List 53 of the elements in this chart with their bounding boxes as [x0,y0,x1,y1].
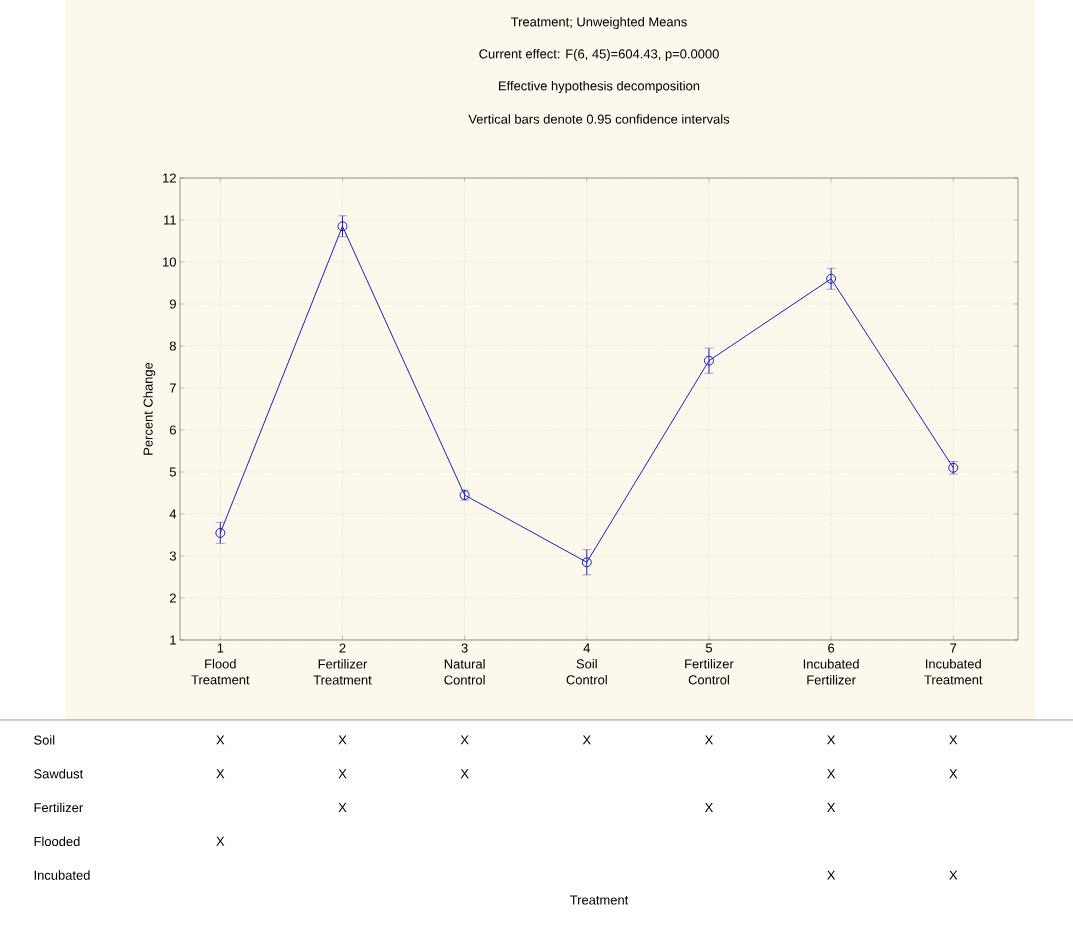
point [703,355,714,366]
text: X [704,735,714,745]
text: Effective hypothesis decomposition [499,80,700,94]
y-tick-label: 1 [170,635,176,645]
category-label: Sawdust [34,768,84,779]
text: X [338,769,347,779]
text: X [827,735,836,745]
x-tick-label: 5 Fertilizer Control [685,643,734,685]
y-tick-label: 5 [169,467,176,477]
text: X [582,735,591,745]
text: X [827,870,836,880]
y-tick-label: 4 [169,509,177,519]
x-tick-label: 3 Natural Control [444,643,485,685]
x-tick-label: 6 Incubated Fertilizer [803,643,859,685]
chart-subtitle: Current effect: F(6, 45)=604.43, p=0.0000 [479,48,719,62]
point [581,557,592,568]
text: X [827,803,836,812]
y-tick-label: 10 [163,257,176,267]
text: Treatment [570,895,629,905]
text: X [216,836,225,846]
text: X [338,803,347,812]
y-axis-title: Percent Change [143,362,156,455]
x-tick-label: 4 Soil Control [566,643,607,685]
category-label: Fertilizer [34,802,83,813]
chart-title: Treatment; Unweighted Means [511,16,687,30]
y-tick-label: 7 [169,383,176,393]
y-tick-label: 9 [169,299,176,309]
text: X [460,769,469,779]
text: X [949,735,958,745]
y-tick-label: 6 [169,425,176,435]
x-tick-label: 1 Flood Treatment [191,643,250,685]
text: X [216,735,225,745]
text: X [704,803,714,812]
y-tick-label: 11 [164,215,176,225]
text: X [460,735,469,745]
text: X [949,769,958,779]
text: X [827,769,836,779]
y-tick-label: 2 [169,593,176,603]
point [826,273,837,284]
point [215,527,226,538]
category-label: Incubated [34,870,90,880]
text: X [216,769,225,779]
y-tick-label: 12 [163,173,176,183]
text: X [949,870,958,880]
text: Vertical bars denote 0.95 confidence intervals [468,114,730,124]
category-label: Soil [34,735,55,745]
x-tick-label: 2 Fertilizer Treatment [313,643,372,685]
text: X [338,735,347,745]
category-label: Flooded [34,836,80,847]
x-tick-label: 7 Incubated Treatment [924,643,983,685]
y-tick-label: 3 [169,551,176,561]
y-tick-label: 8 [169,341,176,351]
point [337,221,348,232]
